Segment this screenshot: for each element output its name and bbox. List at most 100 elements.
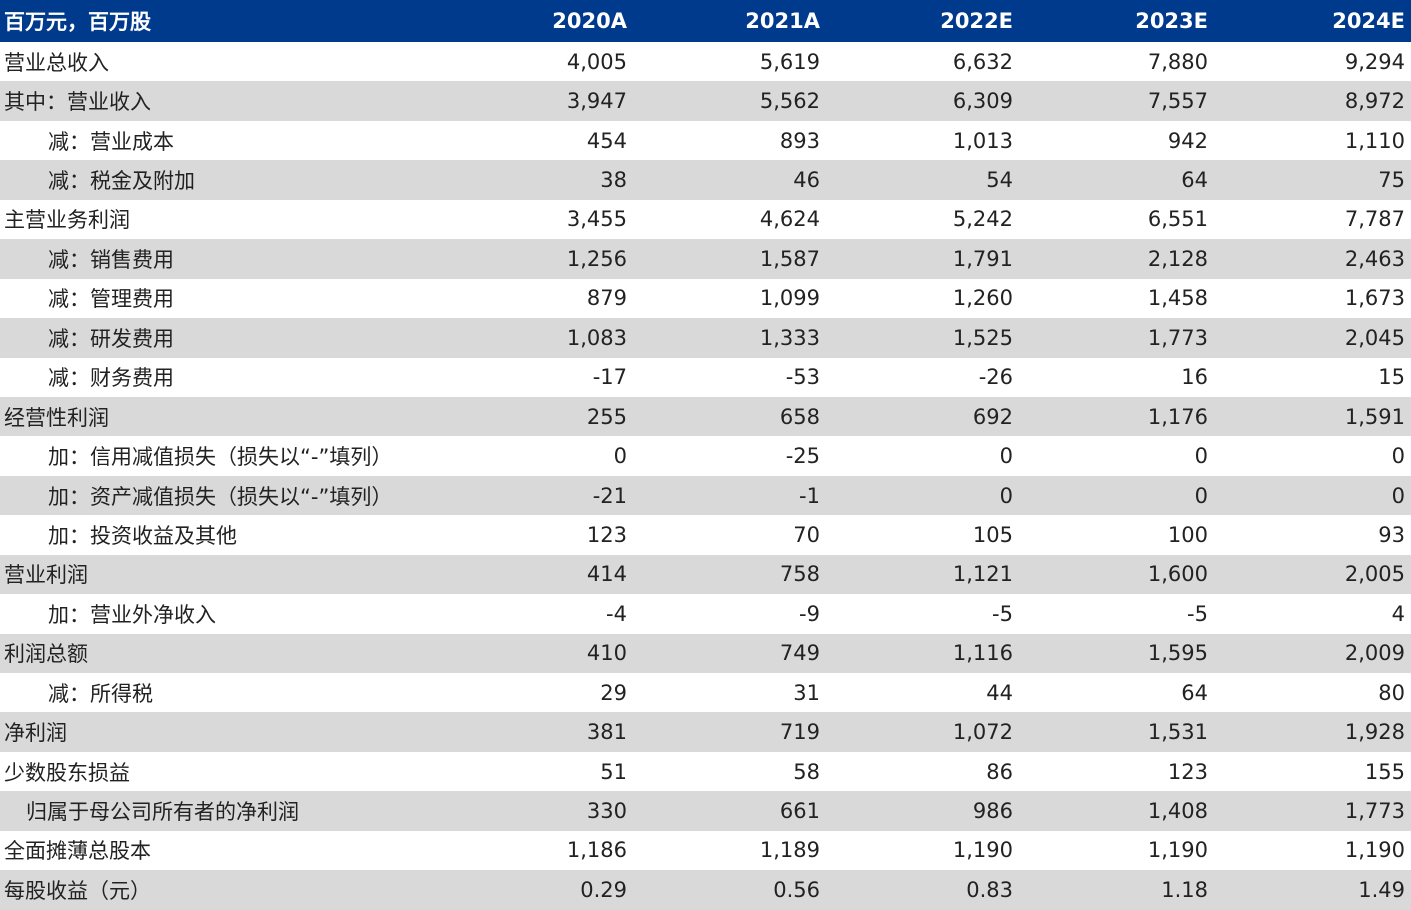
row-value-2024e: 93 bbox=[1378, 522, 1405, 547]
row-value-2020a: -17 bbox=[592, 365, 627, 390]
row-label: 净利润 bbox=[4, 721, 67, 746]
table-row: 全面摊薄总股本 1,186 1,189 1,190 1,190 1,190 bbox=[0, 831, 1411, 870]
table-row: 加：营业外净收入 -4 -9 -5 -5 4 bbox=[0, 594, 1411, 633]
row-value-2021a: -1 bbox=[799, 483, 820, 508]
row-value-2020a: 330 bbox=[586, 799, 627, 824]
row-value-2020a: 3,455 bbox=[566, 207, 627, 232]
row-label: 减：所得税 bbox=[48, 681, 153, 706]
row-value-2022e: 1,525 bbox=[952, 325, 1013, 350]
row-label: 减：管理费用 bbox=[48, 287, 174, 312]
row-label: 少数股东损益 bbox=[4, 760, 130, 785]
row-label: 减：财务费用 bbox=[48, 366, 174, 391]
row-value-2023e: 942 bbox=[1167, 128, 1208, 153]
row-value-2023e: 7,557 bbox=[1147, 89, 1208, 114]
row-value-2021a: 5,562 bbox=[759, 89, 820, 114]
row-value-2023e: -5 bbox=[1187, 601, 1208, 626]
row-value-2020a: 410 bbox=[586, 641, 627, 666]
row-value-2023e: 1,408 bbox=[1147, 799, 1208, 824]
row-value-2021a: 4,624 bbox=[759, 207, 820, 232]
row-value-2024e: 1,773 bbox=[1344, 799, 1405, 824]
row-value-2024e: 9,294 bbox=[1344, 49, 1405, 74]
row-label: 其中：营业收入 bbox=[4, 90, 151, 115]
row-value-2024e: 1,110 bbox=[1344, 128, 1405, 153]
row-value-2022e: 1,260 bbox=[952, 286, 1013, 311]
row-label: 利润总额 bbox=[4, 642, 88, 667]
table-row: 减：营业成本 454 893 1,013 942 1,110 bbox=[0, 121, 1411, 160]
row-value-2024e: 15 bbox=[1378, 365, 1405, 390]
row-value-2024e: 1,928 bbox=[1344, 720, 1405, 745]
row-value-2023e: 64 bbox=[1181, 680, 1208, 705]
row-label: 经营性利润 bbox=[4, 405, 109, 430]
row-value-2023e: 1.18 bbox=[1161, 877, 1208, 902]
row-value-2022e: 86 bbox=[986, 759, 1013, 784]
row-value-2020a: 123 bbox=[586, 522, 627, 547]
row-value-2020a: 1,256 bbox=[566, 246, 627, 271]
row-value-2022e: 54 bbox=[986, 168, 1013, 193]
header-unit-label: 百万元，百万股 bbox=[4, 10, 151, 34]
row-value-2021a: 758 bbox=[779, 562, 820, 587]
row-value-2021a: 46 bbox=[793, 168, 820, 193]
row-value-2024e: 75 bbox=[1378, 168, 1405, 193]
row-value-2023e: 6,551 bbox=[1147, 207, 1208, 232]
row-value-2022e: 1,013 bbox=[952, 128, 1013, 153]
row-value-2023e: 0 bbox=[1194, 444, 1208, 469]
row-value-2024e: 0 bbox=[1391, 483, 1405, 508]
row-value-2021a: -53 bbox=[785, 365, 820, 390]
row-value-2020a: 381 bbox=[586, 720, 627, 745]
row-label: 加：营业外净收入 bbox=[48, 602, 216, 627]
row-value-2022e: 1,791 bbox=[952, 246, 1013, 271]
row-value-2023e: 1,531 bbox=[1147, 720, 1208, 745]
row-value-2024e: 2,045 bbox=[1344, 325, 1405, 350]
row-value-2023e: 7,880 bbox=[1147, 49, 1208, 74]
row-value-2021a: 661 bbox=[779, 799, 820, 824]
table-row: 归属于母公司所有者的净利润 330 661 986 1,408 1,773 bbox=[0, 791, 1411, 831]
row-value-2023e: 2,128 bbox=[1147, 246, 1208, 271]
row-value-2023e: 1,773 bbox=[1147, 325, 1208, 350]
row-label: 营业总收入 bbox=[4, 50, 109, 75]
row-value-2020a: 454 bbox=[586, 128, 627, 153]
row-value-2023e: 1,458 bbox=[1147, 286, 1208, 311]
row-value-2022e: 986 bbox=[972, 799, 1013, 824]
row-value-2020a: 1,083 bbox=[566, 325, 627, 350]
row-value-2022e: 0 bbox=[999, 483, 1013, 508]
row-value-2020a: 414 bbox=[586, 562, 627, 587]
table-row: 营业利润 414 758 1,121 1,600 2,005 bbox=[0, 554, 1411, 595]
row-value-2022e: 5,242 bbox=[952, 207, 1013, 232]
row-label: 归属于母公司所有者的净利润 bbox=[26, 800, 299, 825]
table-header: 百万元，百万股 2020A 2021A 2022E 2023E 2024E bbox=[0, 0, 1411, 42]
row-value-2024e: 2,463 bbox=[1344, 246, 1405, 271]
row-label: 减：税金及附加 bbox=[48, 169, 195, 194]
header-year-2023e: 2023E bbox=[1135, 9, 1208, 33]
table-row: 其中：营业收入 3,947 5,562 6,309 7,557 8,972 bbox=[0, 81, 1411, 121]
row-value-2023e: 1,595 bbox=[1147, 641, 1208, 666]
row-value-2020a: -21 bbox=[592, 483, 627, 508]
table-row: 减：研发费用 1,083 1,333 1,525 1,773 2,045 bbox=[0, 318, 1411, 358]
row-value-2020a: 29 bbox=[600, 680, 627, 705]
row-value-2020a: -4 bbox=[606, 601, 627, 626]
table-row: 减：财务费用 -17 -53 -26 16 15 bbox=[0, 358, 1411, 397]
row-value-2021a: 658 bbox=[779, 404, 820, 429]
row-value-2022e: 105 bbox=[972, 522, 1013, 547]
row-value-2023e: 0 bbox=[1194, 483, 1208, 508]
row-value-2024e: 1,190 bbox=[1344, 838, 1405, 863]
table-row: 加：资产减值损失（损失以“-”填列） -21 -1 0 0 0 bbox=[0, 475, 1411, 516]
row-value-2024e: 2,005 bbox=[1344, 562, 1405, 587]
row-value-2020a: 38 bbox=[600, 168, 627, 193]
row-value-2022e: 1,116 bbox=[952, 641, 1013, 666]
table-row: 营业总收入 4,005 5,619 6,632 7,880 9,294 bbox=[0, 42, 1411, 81]
row-value-2021a: 31 bbox=[793, 680, 820, 705]
row-value-2024e: 155 bbox=[1364, 759, 1405, 784]
row-value-2022e: 6,632 bbox=[952, 49, 1013, 74]
table-row: 主营业务利润 3,455 4,624 5,242 6,551 7,787 bbox=[0, 200, 1411, 239]
row-value-2022e: -26 bbox=[978, 365, 1013, 390]
table-row: 少数股东损益 51 58 86 123 155 bbox=[0, 752, 1411, 791]
table-row: 利润总额 410 749 1,116 1,595 2,009 bbox=[0, 633, 1411, 673]
row-value-2021a: 5,619 bbox=[759, 49, 820, 74]
row-value-2024e: 7,787 bbox=[1344, 207, 1405, 232]
row-value-2020a: 0 bbox=[613, 444, 627, 469]
row-value-2024e: 1,591 bbox=[1344, 404, 1405, 429]
row-value-2022e: 0 bbox=[999, 444, 1013, 469]
table-row: 净利润 381 719 1,072 1,531 1,928 bbox=[0, 712, 1411, 752]
header-year-2022e: 2022E bbox=[940, 9, 1013, 33]
table-body: 营业总收入 4,005 5,619 6,632 7,880 9,294 其中：营业收入 3,9… bbox=[0, 42, 1411, 910]
